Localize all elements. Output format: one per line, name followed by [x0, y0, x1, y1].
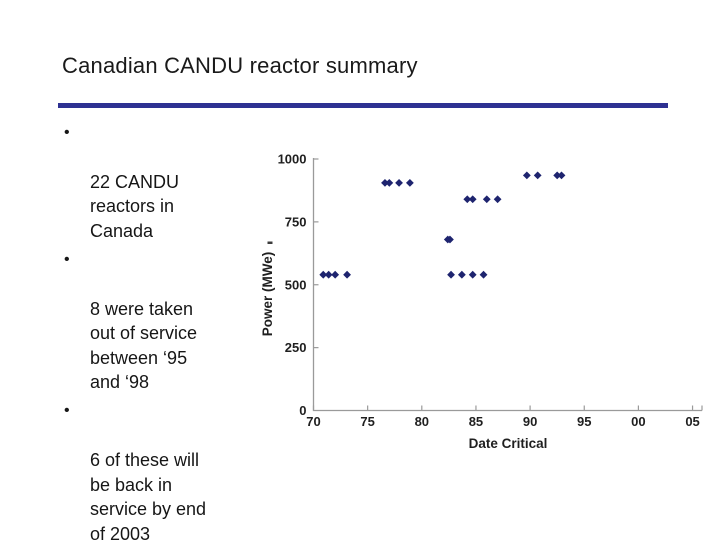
data-point-diamond [395, 178, 403, 187]
bullet-list: • 22 CANDU reactors in Canada • 8 were t… [62, 121, 240, 540]
y-tick-label: 0 [299, 403, 306, 418]
data-point-diamond [468, 270, 477, 279]
data-point-diamond [479, 270, 488, 279]
title-underline [58, 103, 668, 108]
page-title: Canadian CANDU reactor summary [62, 53, 418, 78]
x-axis-title: Date Critical [469, 436, 548, 451]
data-point-diamond [553, 171, 562, 180]
bullet-marker: • [64, 402, 70, 420]
x-tick-label: 75 [360, 414, 374, 429]
data-point-diamond [381, 178, 389, 187]
x-tick-label: 05 [685, 414, 699, 429]
scatter-points [319, 171, 566, 279]
data-point-diamond [493, 195, 502, 204]
bullet-text: 22 CANDU reactors in Canada [90, 171, 180, 241]
y-tick-label: 750 [285, 214, 307, 229]
x-tick-label: 90 [523, 414, 537, 429]
data-point-diamond [331, 270, 340, 279]
data-point-diamond [468, 195, 477, 204]
x-tick-label: 70 [306, 414, 320, 429]
bullet-item: • 8 were taken out of service between ‘9… [62, 248, 240, 394]
y-tick-label: 1000 [278, 152, 307, 167]
data-point-diamond [405, 178, 414, 187]
x-tick-label: 00 [631, 414, 645, 429]
bullet-text: 8 were taken out of service between ‘95 … [90, 298, 198, 393]
x-tick-labels: 70 75 80 85 90 95 00 05 [306, 414, 700, 429]
data-point-diamond [343, 270, 351, 279]
y-tick-label: 500 [285, 277, 307, 292]
y-tick-labels: 0 250 500 750 1000 [278, 152, 307, 419]
bullet-marker: • [64, 251, 70, 269]
bullet-item: • 22 CANDU reactors in Canada [62, 121, 240, 243]
data-point-diamond [533, 171, 542, 180]
stray-dash-mark [267, 241, 273, 244]
data-point-diamond [482, 195, 491, 204]
chart-axes [312, 158, 703, 412]
y-tick-label: 250 [285, 340, 307, 355]
data-point-diamond [522, 171, 531, 180]
axis-lines [312, 158, 702, 412]
data-point-diamond [446, 235, 454, 244]
data-point-diamond [385, 178, 394, 187]
data-point-diamond [557, 171, 566, 180]
data-point-diamond [463, 195, 472, 204]
x-tick-label: 95 [577, 414, 591, 429]
data-point-diamond [324, 270, 333, 279]
data-point-diamond [457, 270, 466, 279]
y-axis-title: Power (MWe) [260, 252, 275, 337]
data-point-diamond [319, 270, 328, 279]
bullet-text: 6 of these will be back in service by en… [90, 450, 207, 540]
x-tick-label: 85 [469, 414, 483, 429]
bullet-marker: • [64, 124, 70, 141]
x-tick-label: 80 [415, 414, 429, 429]
data-point-diamond [447, 270, 455, 279]
bullet-item: • 6 of these will be back in service by … [62, 399, 240, 540]
